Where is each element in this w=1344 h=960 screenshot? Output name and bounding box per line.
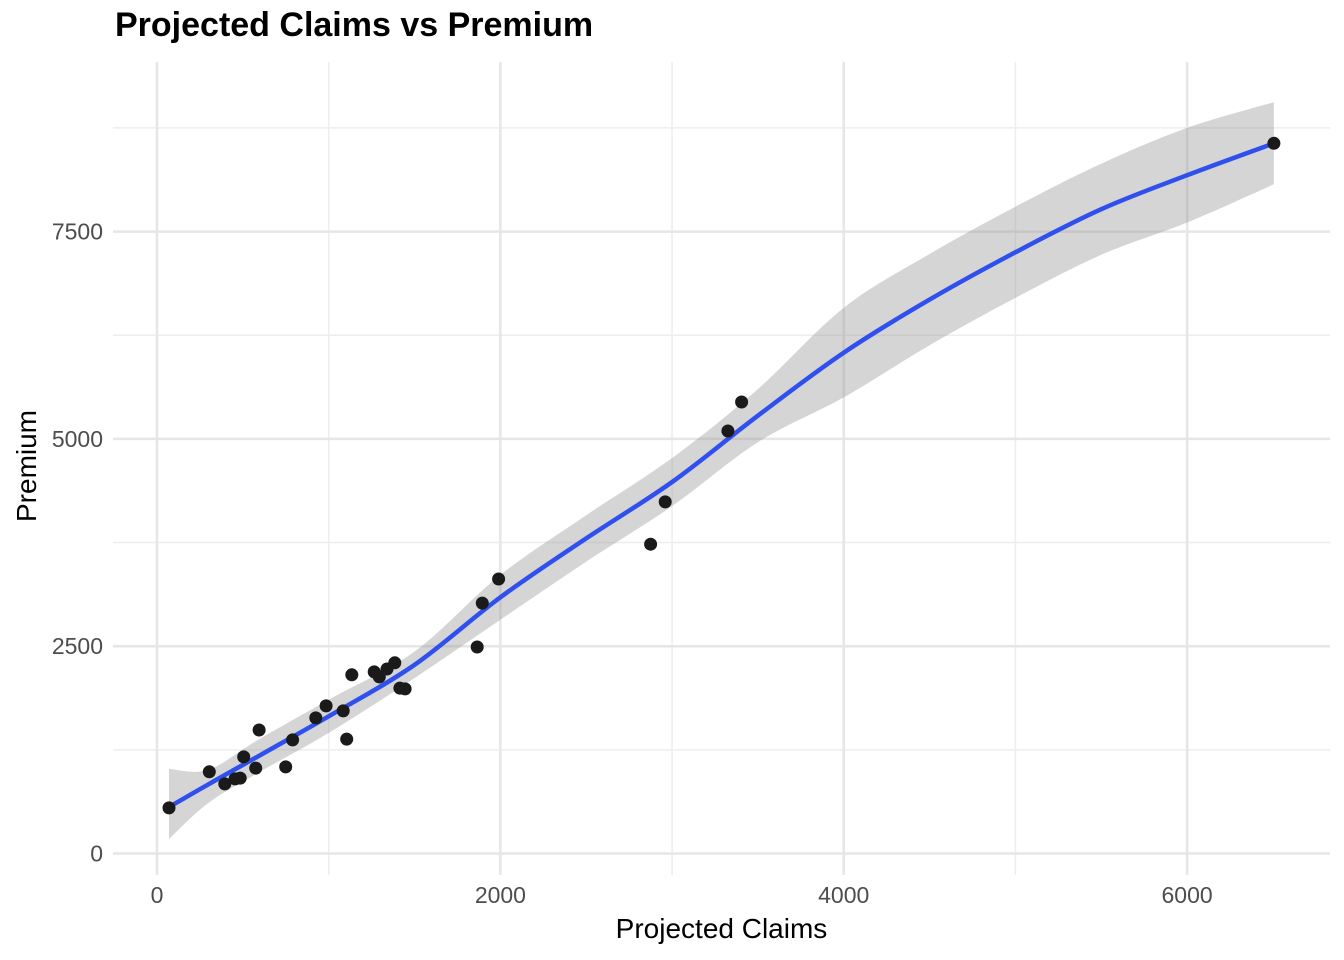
- data-point: [470, 640, 484, 654]
- data-point: [162, 801, 176, 815]
- x-tick-label: 4000: [818, 882, 869, 908]
- chart-title: Projected Claims vs Premium: [115, 6, 594, 44]
- data-point: [735, 395, 749, 409]
- data-point: [319, 699, 333, 713]
- data-point: [658, 495, 672, 509]
- data-point: [475, 596, 489, 610]
- data-point: [233, 771, 247, 785]
- data-point: [309, 711, 323, 725]
- data-point: [721, 424, 735, 438]
- x-axis-title: Projected Claims: [615, 913, 828, 944]
- y-tick-label: 7500: [52, 219, 103, 245]
- x-tick-label: 2000: [475, 882, 526, 908]
- x-tick-label: 0: [151, 882, 164, 908]
- data-point: [202, 765, 216, 779]
- data-point: [286, 733, 300, 747]
- data-point: [218, 777, 232, 791]
- data-point: [237, 750, 251, 764]
- data-point: [388, 656, 402, 670]
- data-point: [340, 732, 354, 746]
- data-point: [249, 761, 263, 775]
- data-point: [398, 682, 412, 696]
- data-point: [336, 704, 350, 718]
- data-point: [1267, 136, 1281, 150]
- y-tick-label: 2500: [52, 633, 103, 659]
- y-tick-label: 0: [90, 841, 103, 867]
- x-tick-label: 6000: [1162, 882, 1213, 908]
- data-point: [279, 760, 293, 774]
- confidence-ribbon: [169, 102, 1274, 839]
- y-tick-label: 5000: [52, 426, 103, 452]
- data-point: [345, 668, 359, 682]
- data-point: [252, 723, 266, 737]
- y-axis-title: Premium: [11, 409, 42, 523]
- data-point: [492, 572, 506, 586]
- data-point: [644, 537, 658, 551]
- smooth-line: [166, 141, 1277, 810]
